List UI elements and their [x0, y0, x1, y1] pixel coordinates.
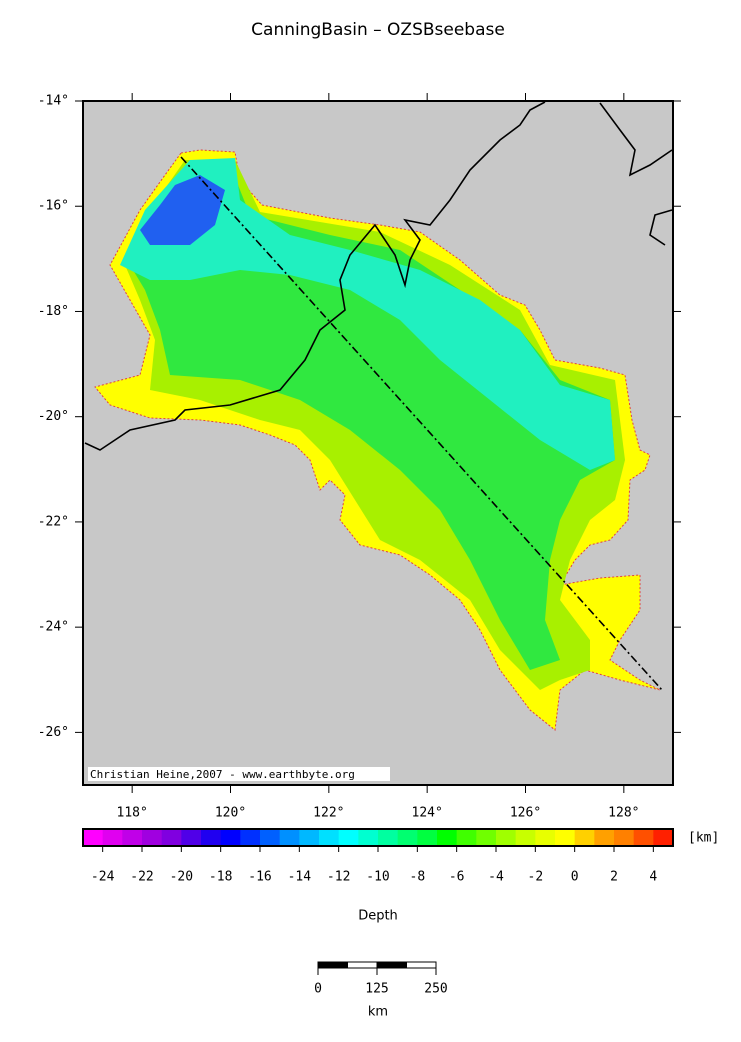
colorbar-tick-label: -22 — [130, 870, 153, 885]
axes: 118° 120° 122° 124° 126° 128° -14° -16° -18° -20°… — [38, 93, 681, 821]
colorbar-segment — [397, 829, 418, 846]
colorbar-segment — [476, 829, 497, 846]
colorbar: -24 -22 -20 -18 -16 -14 -12 -10 -8 -6 -4 -2 0 2 4 — [82, 828, 674, 885]
colorbar-tick-label: -14 — [288, 870, 312, 885]
colorbar-tick-label: 2 — [610, 870, 618, 885]
colorbar-tick-label: -4 — [488, 870, 504, 885]
colorbar-segment — [594, 829, 615, 846]
colorbar-tick-label: 0 — [571, 870, 579, 885]
colorbar-segment — [279, 829, 300, 846]
colorbar-tick-label: -20 — [170, 870, 193, 885]
y-tick-label: -22° — [38, 514, 69, 529]
colorbar-segment — [358, 829, 379, 846]
scalebar: 0 125 250 — [314, 961, 448, 997]
colorbar-segment — [378, 829, 399, 846]
scalebar-segment — [376, 961, 407, 969]
colorbar-segment — [535, 829, 556, 846]
colorbar-segment — [220, 829, 241, 846]
y-tick-label: -26° — [38, 725, 69, 740]
colorbar-tick-label: -24 — [91, 870, 115, 885]
depth-deeper — [120, 158, 615, 470]
x-tick-label: 126° — [510, 806, 541, 821]
coastline — [84, 101, 673, 451]
y-tick-label: -14° — [38, 94, 69, 109]
colorbar-tick-label: 4 — [649, 870, 657, 885]
credit-box — [88, 767, 390, 781]
depth-deepest — [140, 175, 225, 245]
scalebar-segment — [406, 961, 437, 969]
x-tick-label: 118° — [117, 806, 148, 821]
colorbar-tick-label: -6 — [449, 870, 465, 885]
colorbar-tick-label: -2 — [528, 870, 544, 885]
scalebar-tick-label: 250 — [424, 982, 447, 997]
colorbar-segment — [338, 829, 359, 846]
colorbar-tick-label: -12 — [327, 870, 350, 885]
colorbar-segment — [456, 829, 477, 846]
colorbar-segment — [201, 829, 222, 846]
colorbar-segment — [496, 829, 517, 846]
colorbar-tick-label: -10 — [366, 870, 389, 885]
colorbar-segment — [633, 829, 654, 846]
x-tick-label: 128° — [608, 806, 639, 821]
scalebar-segment — [317, 961, 348, 969]
y-tick-label: -24° — [38, 620, 69, 635]
colorbar-tick-label: -16 — [248, 870, 271, 885]
colorbar-tick-label: -8 — [410, 870, 426, 885]
x-tick-label: 120° — [215, 806, 246, 821]
colorbar-label: Depth — [358, 909, 398, 924]
colorbar-tick-label: -18 — [209, 870, 232, 885]
colorbar-segment — [161, 829, 182, 846]
scalebar-tick-label: 125 — [365, 982, 388, 997]
y-tick-label: -16° — [38, 199, 69, 214]
colorbar-segment — [417, 829, 438, 846]
scalebar-unit: km — [368, 1005, 388, 1020]
colorbar-segment — [181, 829, 202, 846]
y-tick-label: -18° — [38, 304, 69, 319]
colorbar-segment — [437, 829, 458, 846]
credit: Christian Heine,2007 - www.earthbyte.org — [90, 768, 355, 781]
colorbar-unit: [km] — [688, 831, 719, 846]
colorbar-segment — [555, 829, 576, 846]
colorbar-segment — [102, 829, 123, 846]
colorbar-segment — [122, 829, 143, 846]
colorbar-segment — [319, 829, 340, 846]
colorbar-segment — [260, 829, 281, 846]
y-tick-label: -20° — [38, 409, 69, 424]
colorbar-segment — [142, 829, 163, 846]
colorbar-segment — [574, 829, 595, 846]
colorbar-segment — [83, 829, 104, 846]
basin — [94, 149, 661, 731]
x-tick-label: 124° — [412, 806, 443, 821]
title: CanningBasin – OZSBseebase — [251, 20, 505, 40]
colorbar-segment — [299, 829, 320, 846]
map-frame — [82, 100, 674, 786]
profile-line — [180, 156, 663, 691]
scalebar-tick-label: 0 — [314, 982, 322, 997]
x-tick-label: 122° — [313, 806, 344, 821]
colorbar-segment — [240, 829, 261, 846]
colorbar-segment — [653, 829, 674, 846]
scalebar-segment — [347, 961, 378, 969]
colorbar-segment — [515, 829, 536, 846]
colorbar-segment — [614, 829, 635, 846]
depth-deep — [130, 165, 615, 670]
